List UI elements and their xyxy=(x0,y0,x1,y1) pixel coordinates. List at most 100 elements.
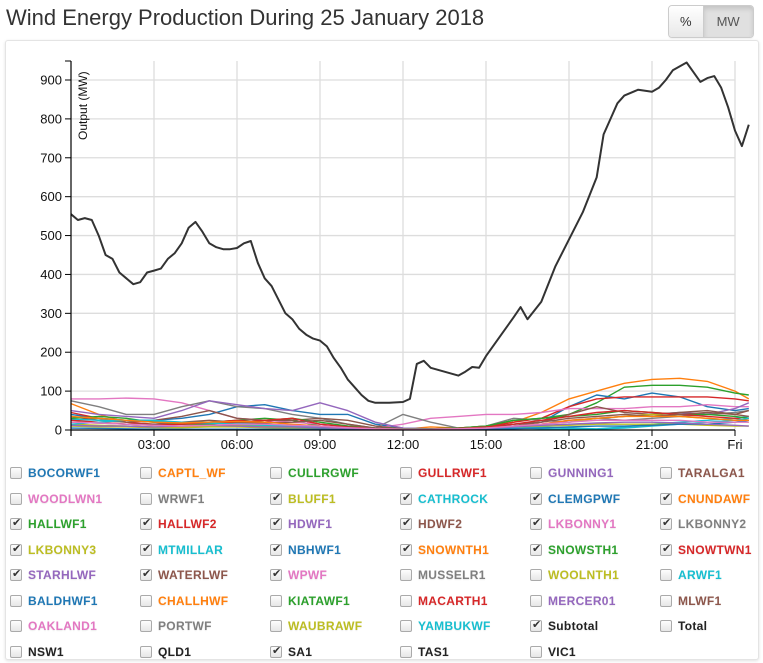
legend-item-woolnth1[interactable]: WOOLNTH1 xyxy=(530,565,619,585)
checkbox[interactable] xyxy=(140,645,152,658)
legend-item-kiatawf1[interactable]: KIATAWF1 xyxy=(270,591,350,611)
legend-item-gullrwf1[interactable]: GULLRWF1 xyxy=(400,463,487,483)
checked-checkbox[interactable] xyxy=(530,542,542,556)
checkbox[interactable] xyxy=(530,467,542,479)
checked-checkbox[interactable] xyxy=(10,542,22,556)
checked-checkbox[interactable] xyxy=(140,542,152,556)
checkbox[interactable] xyxy=(660,467,672,479)
checked-checkbox[interactable] xyxy=(530,491,542,505)
legend-item-tas1[interactable]: TAS1 xyxy=(400,642,449,662)
checkbox[interactable] xyxy=(270,467,282,479)
legend-item-woodlwn1[interactable]: WOODLWN1 xyxy=(10,489,102,509)
legend-item-lkbonny2[interactable]: LKBONNY2 xyxy=(660,514,746,534)
legend-item-nbhwf1[interactable]: NBHWF1 xyxy=(270,540,341,560)
legend-item-cnundawf[interactable]: CNUNDAWF xyxy=(660,489,750,509)
checked-checkbox[interactable] xyxy=(660,516,672,530)
x-tick-label: 09:00 xyxy=(304,437,337,452)
checked-checkbox[interactable] xyxy=(270,542,282,556)
checkbox[interactable] xyxy=(660,620,672,632)
legend-item-captl_wf[interactable]: CAPTL_WF xyxy=(140,463,226,483)
legend-item-bluff1[interactable]: BLUFF1 xyxy=(270,489,336,509)
legend-item-hdwf1[interactable]: HDWF1 xyxy=(270,514,332,534)
legend-item-arwf1[interactable]: ARWF1 xyxy=(660,565,722,585)
checked-checkbox[interactable] xyxy=(270,516,282,530)
legend-item-yambukwf[interactable]: YAMBUKWF xyxy=(400,616,491,636)
legend-item-mercer01[interactable]: MERCER01 xyxy=(530,591,616,611)
checkbox[interactable] xyxy=(10,645,22,658)
checkbox[interactable] xyxy=(10,620,22,632)
checked-checkbox[interactable] xyxy=(530,516,542,530)
legend-item-oakland1[interactable]: OAKLAND1 xyxy=(10,616,97,636)
checkbox[interactable] xyxy=(530,645,542,658)
checkbox[interactable] xyxy=(400,620,412,632)
checkbox[interactable] xyxy=(140,594,152,607)
legend-item-sa1[interactable]: SA1 xyxy=(270,642,312,662)
legend-item-snownth1[interactable]: SNOWNTH1 xyxy=(400,540,489,560)
legend-item-lkbonny1[interactable]: LKBONNY1 xyxy=(530,514,616,534)
checkbox[interactable] xyxy=(270,594,282,607)
legend-item-hdwf2[interactable]: HDWF2 xyxy=(400,514,462,534)
legend-item-portwf[interactable]: PORTWF xyxy=(140,616,212,636)
checkbox[interactable] xyxy=(10,594,22,607)
legend-item-snowsth1[interactable]: SNOWSTH1 xyxy=(530,540,618,560)
legend-item-baldhwf1[interactable]: BALDHWF1 xyxy=(10,591,98,611)
checked-checkbox[interactable] xyxy=(400,516,412,530)
legend-item-qld1[interactable]: QLD1 xyxy=(140,642,191,662)
legend-item-wpwf[interactable]: WPWF xyxy=(270,565,327,585)
legend-item-wrwf1[interactable]: WRWF1 xyxy=(140,489,205,509)
legend-item-hallwf2[interactable]: HALLWF2 xyxy=(140,514,217,534)
legend-item-macarth1[interactable]: MACARTH1 xyxy=(400,591,488,611)
legend-item-waterlwf[interactable]: WATERLWF xyxy=(140,565,228,585)
checkbox[interactable] xyxy=(530,594,542,607)
mw-button[interactable]: MW xyxy=(702,6,753,37)
checkbox[interactable] xyxy=(140,620,152,632)
checkbox[interactable] xyxy=(400,645,412,658)
legend-item-hallwf1[interactable]: HALLWF1 xyxy=(10,514,87,534)
checkbox[interactable] xyxy=(400,594,412,607)
legend-item-mtmillar[interactable]: MTMILLAR xyxy=(140,540,223,560)
checkbox[interactable] xyxy=(660,569,672,581)
checkbox[interactable] xyxy=(140,467,152,479)
checkbox[interactable] xyxy=(530,569,542,581)
checked-checkbox[interactable] xyxy=(270,644,282,658)
y-tick-label: 500 xyxy=(40,228,62,243)
legend-item-cathrock[interactable]: CATHROCK xyxy=(400,489,488,509)
legend-item-cullrgwf[interactable]: CULLRGWF xyxy=(270,463,359,483)
legend-item-bocorwf1[interactable]: BOCORWF1 xyxy=(10,463,100,483)
legend-item-nsw1[interactable]: NSW1 xyxy=(10,642,64,662)
checked-checkbox[interactable] xyxy=(400,542,412,556)
legend-item-gunning1[interactable]: GUNNING1 xyxy=(530,463,614,483)
checked-checkbox[interactable] xyxy=(530,618,542,632)
line-chart: 0 100 200 300 400 500 600 700 800 900 03:00 06:00 09… xyxy=(40,60,750,452)
legend-item-subtotal[interactable]: Subtotal xyxy=(530,616,598,636)
checked-checkbox[interactable] xyxy=(270,491,282,505)
checked-checkbox[interactable] xyxy=(10,516,22,530)
legend-item-lkbonny3[interactable]: LKBONNY3 xyxy=(10,540,96,560)
legend-item-snowtwn1[interactable]: SNOWTWN1 xyxy=(660,540,752,560)
legend-item-mlwf1[interactable]: MLWF1 xyxy=(660,591,722,611)
checkbox[interactable] xyxy=(10,467,22,479)
checkbox[interactable] xyxy=(270,620,282,632)
checked-checkbox[interactable] xyxy=(270,567,282,581)
checked-checkbox[interactable] xyxy=(140,567,152,581)
legend-item-clemgpwf[interactable]: CLEMGPWF xyxy=(530,489,620,509)
legend-item-waubrawf[interactable]: WAUBRAWF xyxy=(270,616,362,636)
legend-item-musselr1[interactable]: MUSSELR1 xyxy=(400,565,486,585)
checked-checkbox[interactable] xyxy=(660,491,672,505)
checked-checkbox[interactable] xyxy=(660,542,672,556)
checkbox[interactable] xyxy=(660,594,672,607)
checked-checkbox[interactable] xyxy=(400,491,412,505)
checkbox[interactable] xyxy=(10,492,22,505)
checkbox[interactable] xyxy=(400,467,412,479)
checked-checkbox[interactable] xyxy=(10,567,22,581)
checkbox[interactable] xyxy=(400,569,412,581)
checked-checkbox[interactable] xyxy=(140,516,152,530)
legend-item-total[interactable]: Total xyxy=(660,616,707,636)
legend-item-challhwf[interactable]: CHALLHWF xyxy=(140,591,228,611)
checkbox[interactable] xyxy=(140,492,152,505)
legend-label: BLUFF1 xyxy=(288,491,336,506)
percent-button[interactable]: % xyxy=(669,6,703,37)
legend-item-starhlwf[interactable]: STARHLWF xyxy=(10,565,96,585)
legend-item-taralga1[interactable]: TARALGA1 xyxy=(660,463,745,483)
legend-item-vic1[interactable]: VIC1 xyxy=(530,642,576,662)
